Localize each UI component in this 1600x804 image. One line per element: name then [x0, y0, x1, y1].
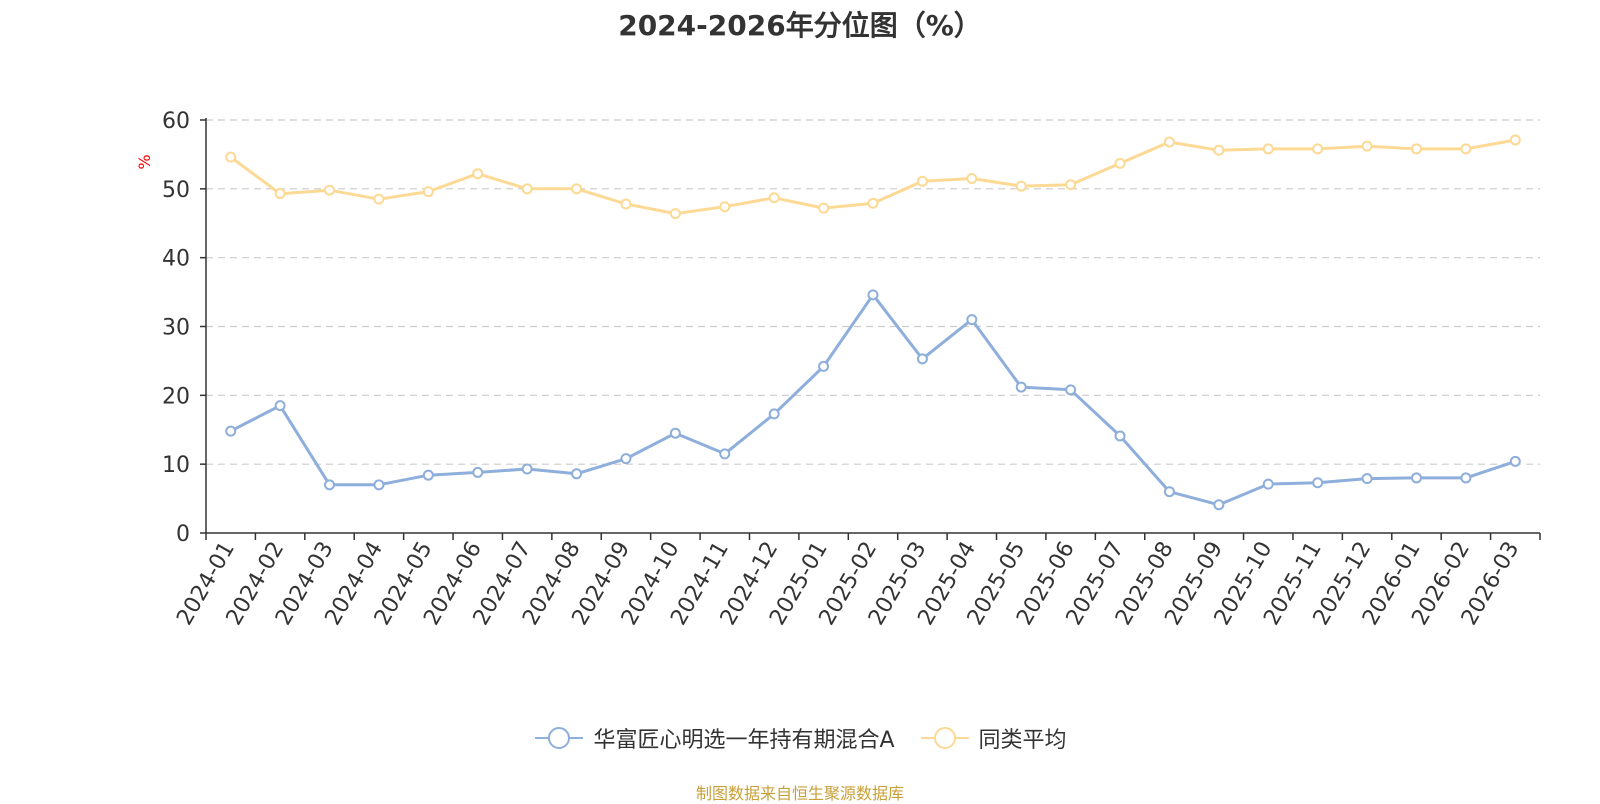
data-point-s0-2025-11	[1312, 477, 1324, 489]
data-point-s0-2024-09	[620, 453, 632, 465]
data-point-s1-2024-02	[274, 188, 286, 200]
data-point-s0-2024-06	[472, 466, 484, 478]
tick-labels: 0102030405060%2024-012024-022024-032024-…	[135, 109, 1524, 630]
data-point-s0-2025-07	[1114, 430, 1126, 442]
data-point-s0-2025-06	[1065, 384, 1077, 396]
data-point-s1-2024-03	[324, 184, 336, 196]
data-point-s1-2024-10	[669, 208, 681, 220]
data-point-s0-2024-11	[719, 448, 731, 460]
data-point-s1-2024-07	[521, 183, 533, 195]
data-point-s0-2025-03	[916, 353, 928, 365]
data-point-s0-2024-12	[768, 408, 780, 420]
legend: 华富匠心明选一年持有期混合A 同类平均	[0, 722, 1600, 754]
y-axis-label: %	[135, 154, 154, 169]
data-point-s0-2025-12	[1361, 473, 1373, 485]
data-point-s0-2025-09	[1213, 499, 1225, 511]
source-text: 制图数据来自恒生聚源数据库	[695, 784, 904, 803]
data-point-s0-2025-04	[966, 314, 978, 326]
legend-marker-fund-icon	[535, 727, 584, 749]
series-points	[225, 134, 1521, 511]
series-lines	[229, 138, 1516, 507]
data-point-s0-2026-02	[1460, 472, 1472, 484]
data-point-s0-2026-01	[1410, 472, 1422, 484]
data-point-s1-2025-04	[966, 173, 978, 185]
data-point-s1-2024-05	[422, 186, 434, 198]
data-point-s1-2025-02	[867, 197, 879, 209]
y-tick-label-60: 60	[162, 109, 190, 134]
data-point-s1-2024-09	[620, 198, 632, 210]
data-point-s1-2025-11	[1312, 143, 1324, 155]
legend-label-average: 同类平均	[978, 728, 1067, 753]
y-tick-label-0: 0	[176, 522, 190, 547]
data-point-s1-2025-06	[1065, 179, 1077, 191]
data-point-s0-2025-05	[1015, 381, 1027, 393]
data-point-s0-2024-04	[373, 479, 385, 491]
data-point-s1-2025-12	[1361, 140, 1373, 152]
data-point-s1-2024-12	[768, 192, 780, 204]
legend-marker-average-icon	[920, 727, 969, 749]
data-point-s1-2025-03	[916, 175, 928, 187]
data-point-s0-2026-03	[1509, 455, 1521, 467]
data-point-s0-2024-02	[274, 400, 286, 412]
chart-title: 2024-2026年分位图（%）	[618, 9, 982, 42]
data-point-s0-2025-08	[1163, 486, 1175, 498]
data-point-s1-2025-10	[1262, 143, 1274, 155]
data-point-s1-2025-09	[1213, 144, 1225, 156]
data-point-s1-2025-08	[1163, 136, 1175, 148]
data-point-s0-2025-02	[867, 289, 879, 301]
data-point-s1-2024-01	[225, 151, 237, 163]
data-point-s1-2026-03	[1509, 134, 1521, 146]
y-tick-label-50: 50	[162, 178, 190, 203]
legend-item-fund[interactable]: 华富匠心明选一年持有期混合A	[533, 722, 895, 754]
data-point-s1-2024-11	[719, 201, 731, 213]
data-point-s1-2025-07	[1114, 157, 1126, 169]
data-point-s0-2025-01	[818, 360, 830, 372]
data-point-s1-2025-01	[818, 202, 830, 214]
y-tick-label-40: 40	[162, 247, 190, 272]
data-point-s1-2024-08	[571, 183, 583, 195]
data-point-s0-2024-05	[422, 469, 434, 481]
data-point-s0-2024-01	[225, 425, 237, 437]
y-tick-label-30: 30	[162, 316, 190, 341]
data-point-s0-2024-07	[521, 463, 533, 475]
legend-label-fund: 华富匠心明选一年持有期混合A	[593, 728, 895, 753]
data-point-s0-2025-10	[1262, 478, 1274, 490]
data-point-s1-2024-06	[472, 168, 484, 180]
data-point-s1-2026-01	[1410, 143, 1422, 155]
y-tick-label-10: 10	[162, 453, 190, 478]
data-point-s1-2024-04	[373, 193, 385, 205]
data-point-s0-2024-08	[571, 468, 583, 480]
data-point-s0-2024-03	[324, 479, 336, 491]
data-point-s1-2025-05	[1015, 180, 1027, 192]
axes	[200, 118, 1541, 540]
y-tick-label-20: 20	[162, 384, 190, 409]
data-point-s0-2024-10	[669, 427, 681, 439]
data-point-s1-2026-02	[1460, 143, 1472, 155]
legend-item-average[interactable]: 同类平均	[919, 722, 1067, 754]
